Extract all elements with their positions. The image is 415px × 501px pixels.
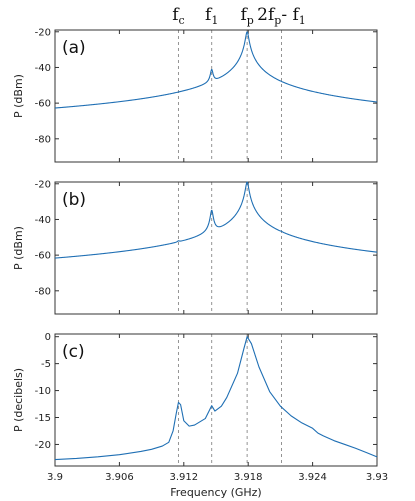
panel-c-ytick-label-3: -15 xyxy=(35,413,51,424)
x-tick-label-3: 3.918 xyxy=(234,472,263,483)
panel-c-y-axis-label: P (decibels) xyxy=(12,368,25,432)
marker-label-0: fc xyxy=(172,5,184,27)
marker-label-0-main: f xyxy=(172,5,180,25)
marker-label-3-tail: - f xyxy=(281,5,300,25)
panel-b-ytick-label-2: -60 xyxy=(35,251,51,262)
panel-c: 0 -5 -10 -15 -20 P (decibels) (c) xyxy=(12,332,378,467)
x-axis-label: Frequency (GHz) xyxy=(170,486,261,499)
panel-a-ytick-label-1: -40 xyxy=(35,63,51,74)
panels: -20 -40 -60 -80 P (dBm) (a) -20 -40 -60 -80 P (dBm… xyxy=(12,27,388,483)
marker-label-3: 2fp- f1 xyxy=(257,5,306,27)
marker-label-2-main: f xyxy=(240,5,248,25)
panel-c-ytick-label-0: 0 xyxy=(45,332,51,343)
x-tick-label-0: 3.9 xyxy=(47,472,63,483)
x-tick-label-5: 3.93 xyxy=(366,472,388,483)
panel-b-label: (b) xyxy=(62,190,86,210)
panel-b-ytick-label-1: -40 xyxy=(35,215,51,226)
panel-c-ytick-label-4: -20 xyxy=(35,440,51,451)
marker-label-2: fp xyxy=(240,5,253,27)
x-tick-label-4: 3.924 xyxy=(298,472,327,483)
panel-b-y-axis-label: P (dBm) xyxy=(12,226,25,270)
marker-label-3-main: 2f xyxy=(257,5,276,25)
panel-c-label: (c) xyxy=(62,342,85,362)
panel-a-trace xyxy=(54,31,378,109)
marker-label-3-tail-sub: 1 xyxy=(299,14,306,27)
panel-a-ytick-label-0: -20 xyxy=(35,27,51,38)
panel-b-ytick-label-0: -20 xyxy=(35,179,51,190)
x-tick-label-1: 3.906 xyxy=(105,472,134,483)
marker-label-2-sub: p xyxy=(247,14,254,27)
panel-b-frame xyxy=(54,181,378,315)
panel-b-ytick-label-3: -80 xyxy=(35,286,51,297)
panel-c-trace xyxy=(54,336,378,461)
panel-c-frame xyxy=(54,333,378,467)
marker-label-1: f1 xyxy=(205,5,218,27)
marker-label-1-sub: 1 xyxy=(211,14,218,27)
panel-a-label: (a) xyxy=(62,38,86,58)
panel-a-ytick-label-3: -80 xyxy=(35,134,51,145)
panel-c-ytick-label-1: -5 xyxy=(41,359,51,370)
panel-b: -20 -40 -60 -80 P (dBm) (b) xyxy=(12,179,378,315)
x-tick-label-2: 3.912 xyxy=(169,472,198,483)
panel-a-frame xyxy=(54,29,378,163)
marker-label-0-sub: c xyxy=(178,14,184,27)
frequency-markers: fc f1 fp 2fp- f1 xyxy=(172,5,306,466)
panel-b-trace xyxy=(54,181,378,259)
panel-a-ytick-label-2: -60 xyxy=(35,99,51,110)
marker-label-3-sub: p xyxy=(274,14,281,27)
panel-a: -20 -40 -60 -80 P (dBm) (a) xyxy=(12,27,378,163)
panel-a-y-axis-label: P (dBm) xyxy=(12,74,25,118)
panel-c-ytick-label-2: -10 xyxy=(35,386,51,397)
marker-label-1-main: f xyxy=(205,5,213,25)
